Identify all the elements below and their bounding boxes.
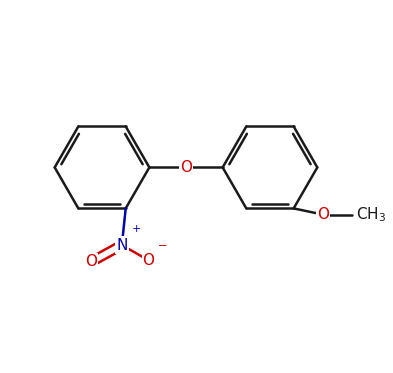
- Text: O: O: [317, 207, 329, 222]
- Text: +: +: [132, 225, 141, 234]
- Text: O: O: [85, 254, 97, 269]
- Text: O: O: [143, 253, 154, 268]
- Text: N: N: [116, 238, 128, 253]
- Text: CH$_3$: CH$_3$: [356, 205, 386, 224]
- Text: −: −: [158, 241, 167, 251]
- Text: O: O: [180, 160, 192, 175]
